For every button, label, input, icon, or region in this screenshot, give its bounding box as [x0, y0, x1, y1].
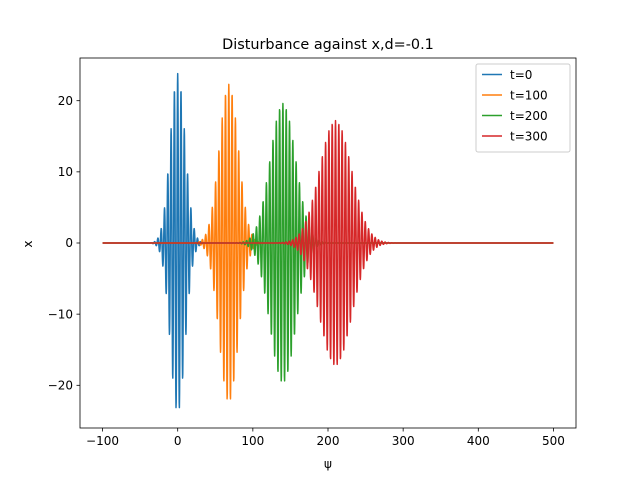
- legend: t=0 t=100 t=200 t=300: [475, 63, 571, 153]
- x-tick-label: 0: [174, 434, 182, 448]
- y-tick-label: −20: [48, 379, 73, 393]
- x-tick-label: 200: [317, 434, 340, 448]
- x-tick-label: 500: [542, 434, 565, 448]
- x-tick-label: 100: [241, 434, 264, 448]
- legend-label: t=300: [510, 129, 548, 143]
- y-tick-label: 10: [58, 165, 73, 179]
- series-line-t-300: [101, 119, 555, 366]
- y-tick-label: 20: [58, 94, 73, 108]
- legend-label: t=100: [510, 88, 548, 102]
- x-tick-label: 400: [467, 434, 490, 448]
- legend-label: t=200: [510, 109, 548, 123]
- x-tick-label: 300: [392, 434, 415, 448]
- plot-area: [101, 72, 555, 409]
- legend-box: [475, 63, 571, 153]
- x-axis-label: ψ: [324, 457, 332, 471]
- y-axis-label: x: [21, 240, 35, 247]
- chart-title: Disturbance against x,d=-0.1: [222, 37, 434, 53]
- y-tick-label: 0: [65, 236, 73, 250]
- x-tick-label: −100: [86, 434, 119, 448]
- legend-label: t=0: [510, 68, 532, 82]
- y-tick-label: −10: [48, 307, 73, 321]
